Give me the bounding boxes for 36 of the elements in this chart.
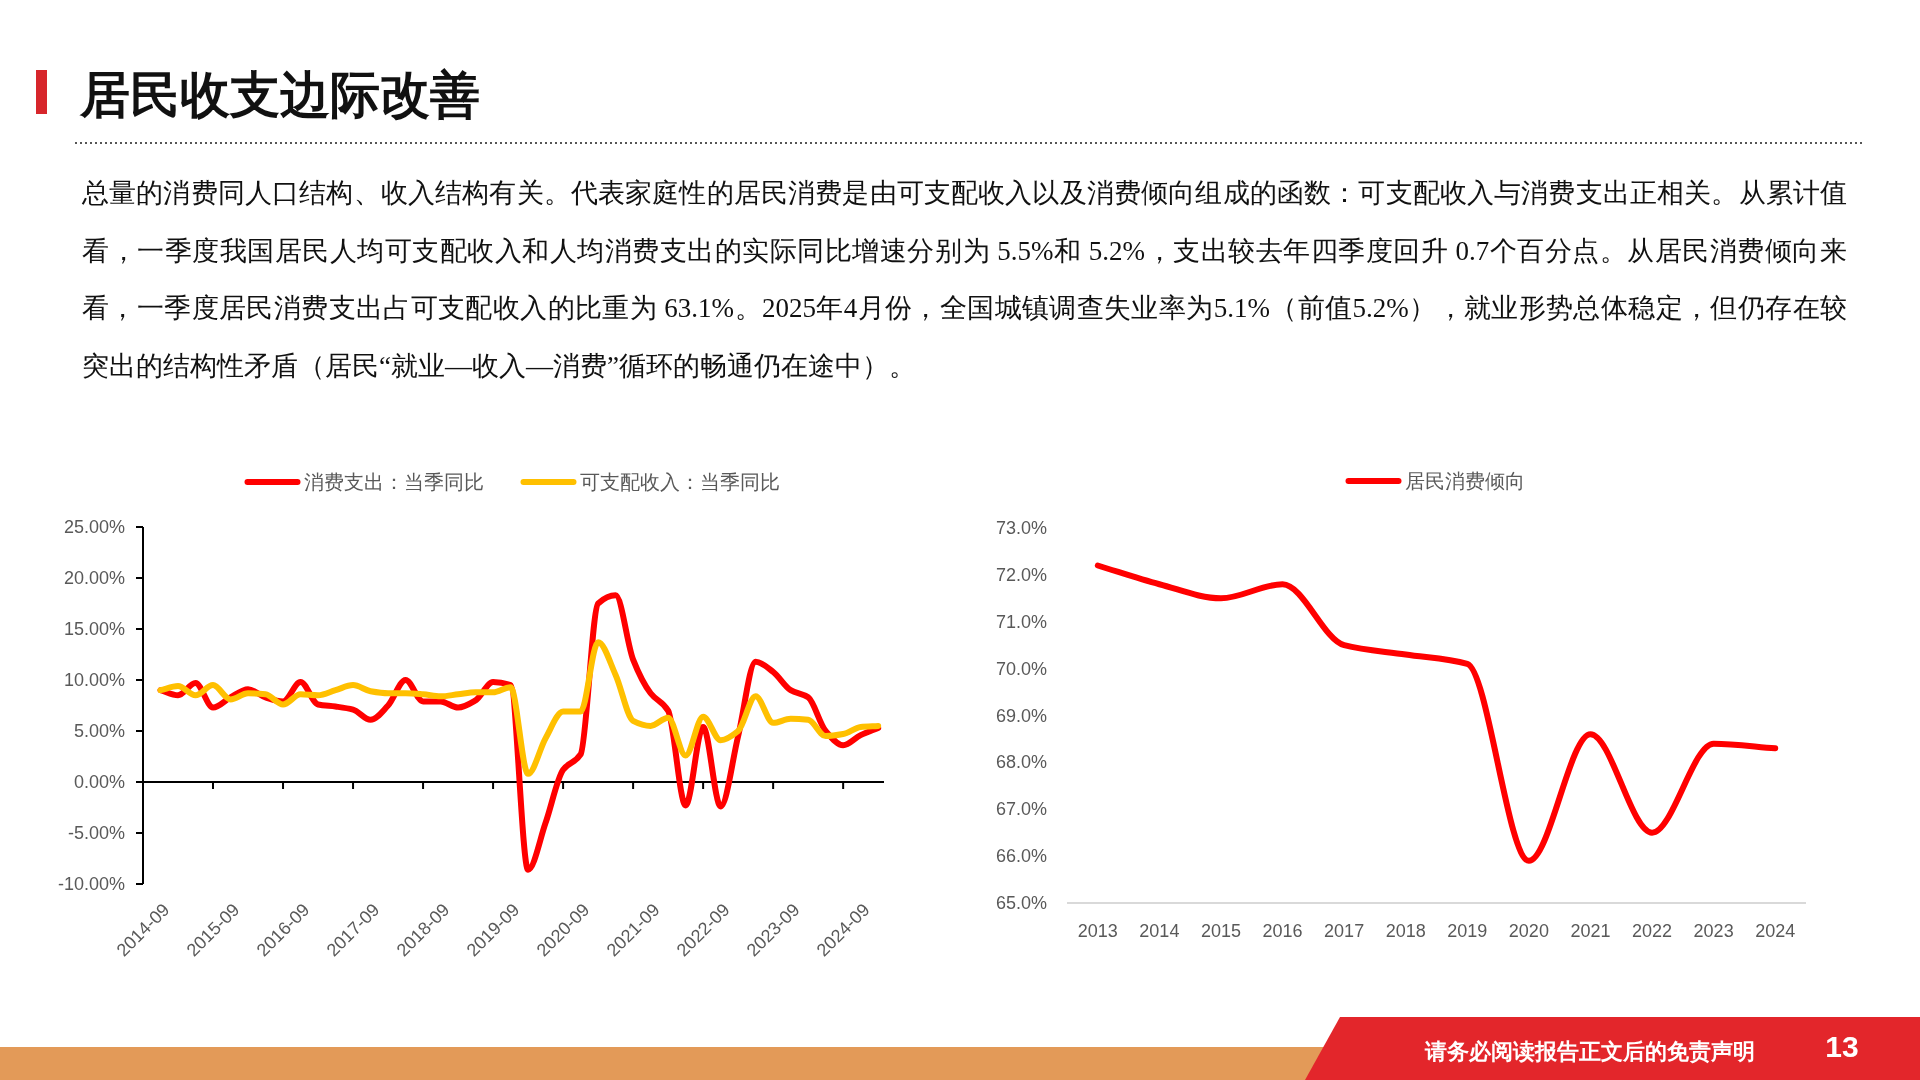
x-tick-label: 2018 xyxy=(1385,921,1426,941)
y-tick-label: 0.00% xyxy=(73,772,125,792)
legend-label: 可支配收入：当季同比 xyxy=(579,471,780,493)
legend-label: 消费支出：当季同比 xyxy=(303,471,484,493)
y-tick-label: 66.0% xyxy=(995,846,1047,867)
x-tick-label: 2020 xyxy=(1508,921,1549,941)
x-tick-label: 2022 xyxy=(1632,921,1673,941)
text: 13 xyxy=(1825,1030,1859,1063)
y-tick-label: 25.00% xyxy=(63,517,125,537)
y-tick-label: 10.00% xyxy=(63,670,125,690)
x-tick-label: 2021 xyxy=(1570,921,1611,941)
y-tick-label: 68.0% xyxy=(995,752,1047,773)
y-tick-label: 67.0% xyxy=(995,799,1047,820)
x-tick-label: 2017 xyxy=(1324,921,1365,941)
x-tick-label: 2023 xyxy=(1693,921,1734,941)
y-tick-label: 72.0% xyxy=(995,564,1047,585)
x-tick-label: 2019 xyxy=(1447,921,1488,941)
y-tick-label: 69.0% xyxy=(995,705,1047,726)
x-tick-label: 2014 xyxy=(1139,921,1180,941)
x-tick-label: 2015 xyxy=(1200,921,1241,941)
y-tick-label: 5.00% xyxy=(73,721,125,741)
text: 总量的消费同人口结构、收入结构有关。代表家庭性的居民消费是由可支配收入以及消费倾向组成的函数：可支配收入与消费支出正相关。从累计值看，一季度我国居民人均可支配收入和人均消费支出的实际同比增速分别为 5.5%和 5.2%，支出较去年四季度回升 0.7个百分点。从居民消费倾向来看，一季度居民消费支出占可支配收入的比重为 63.1%。2025年4月份，全国城镇调查失业率为5.1%（前值5.2%），就业形势总体稳定，但仍存在较突出的结构性矛盾（居民“就业—收入—消费”循环的畅通仍在途中）。 xyxy=(82,177,1847,383)
y-tick-label: 15.00% xyxy=(63,619,125,639)
y-tick-label: 65.0% xyxy=(995,893,1047,913)
y-tick-label: 20.00% xyxy=(63,568,125,588)
x-tick-label: 2024 xyxy=(1755,921,1796,941)
text: 请务必阅读报告正文后的免责声明 xyxy=(1424,1039,1755,1064)
y-tick-label: 71.0% xyxy=(995,611,1047,632)
legend-label: 居民消费倾向 xyxy=(1404,470,1525,492)
y-tick-label: 73.0% xyxy=(995,518,1047,538)
text: 居民收支边际改善 xyxy=(79,67,480,123)
x-tick-label: 2013 xyxy=(1077,921,1118,941)
y-tick-label: -5.00% xyxy=(67,823,125,843)
y-tick-label: 70.0% xyxy=(995,658,1047,679)
x-tick-label: 2016 xyxy=(1262,921,1303,941)
y-tick-label: -10.00% xyxy=(57,874,125,894)
